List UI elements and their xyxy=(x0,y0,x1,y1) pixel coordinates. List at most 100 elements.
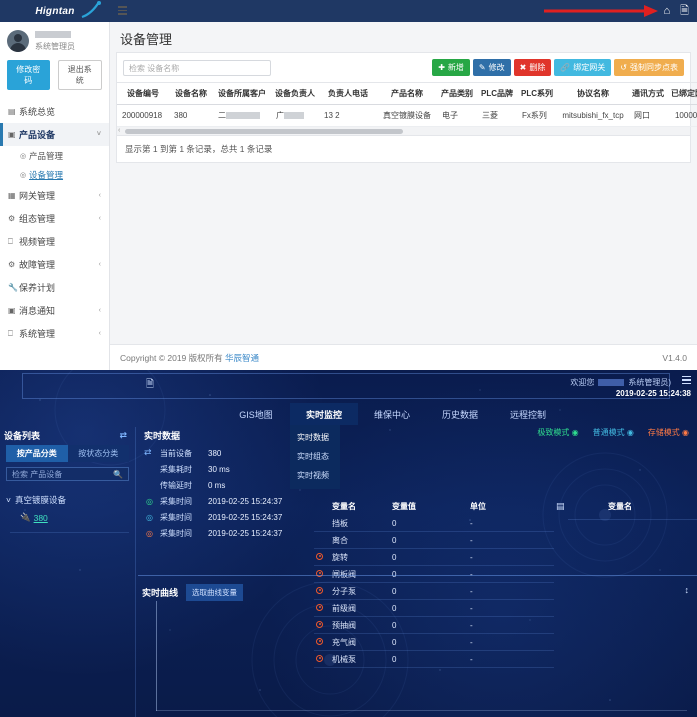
user-role: 系统管理员 xyxy=(35,42,75,51)
sidebar-item-products[interactable]: ▣ 产品设备 ˅ xyxy=(0,123,109,146)
document-icon[interactable]: 🗎 xyxy=(680,4,689,17)
var-value: 0 xyxy=(392,603,397,613)
tab-maintenance[interactable]: 维保中心 xyxy=(373,409,410,420)
led-orange-icon xyxy=(316,637,323,645)
sidebar-item-system[interactable]: ⎕ 系统管理 ‹ xyxy=(0,322,109,345)
grid-icon[interactable]: ▤ xyxy=(556,501,565,511)
col-gateway-id[interactable]: 已绑定网关ID xyxy=(667,82,697,105)
scrollbar-thumb[interactable] xyxy=(125,129,403,134)
bind-gateway-button[interactable]: 🔗 绑定网关 xyxy=(554,59,612,76)
table-row[interactable]: 200000918 380 二 广 13 2 真空镀膜设备 电子 xyxy=(117,104,697,127)
variable-row[interactable]: 充气阀 0 - xyxy=(314,634,554,651)
realtime-data-title: 实时数据 xyxy=(144,430,181,441)
col-product-type[interactable]: 产品类别 xyxy=(437,82,477,105)
app-logo[interactable]: Higntan xyxy=(0,0,110,22)
col-owner-phone[interactable]: 负责人电话 xyxy=(319,82,377,105)
delete-button[interactable]: ✖ 删除 xyxy=(513,59,552,76)
variable-row[interactable]: 旋转 0 - xyxy=(314,549,554,566)
tree-leaf-device[interactable]: 🔌 380 xyxy=(6,509,129,526)
chevron-down-icon: ˅ xyxy=(96,131,101,138)
mode-normal[interactable]: 普通模式 ◉ xyxy=(592,428,634,437)
col-device-id[interactable]: 设备编号 xyxy=(117,82,169,105)
sidebar-item-overview[interactable]: ▤ 系统总览 xyxy=(0,100,109,123)
col-protocol[interactable]: 协议名称 xyxy=(557,82,629,105)
search-icon[interactable]: 🔍 xyxy=(113,469,123,479)
var-unit: - xyxy=(470,518,473,528)
tree-node-product[interactable]: ˅ 真空镀膜设备 xyxy=(6,491,129,509)
sidebar-item-config[interactable]: ⚙ 组态管理 ‹ xyxy=(0,207,109,230)
menu-item-realtime-video[interactable]: 实时视频 xyxy=(297,471,329,480)
col-plc-series[interactable]: PLC系列 xyxy=(517,82,557,105)
var-unit: - xyxy=(470,569,473,579)
table-horizontal-scrollbar[interactable]: ‹ xyxy=(117,127,690,136)
var-unit: - xyxy=(470,603,473,613)
segment-by-status[interactable]: 按状态分类 xyxy=(67,445,129,462)
sidebar-item-device-manage[interactable]: ◎ 设备管理 xyxy=(0,165,109,184)
scada-app: 🗎 欢迎您 系统管理员) 2019-02-25 15:24:38 GIS地图 实… xyxy=(0,370,697,717)
col-product-name[interactable]: 产品名称 xyxy=(377,82,437,105)
var-value: 0 xyxy=(392,569,397,579)
var-name: 分子泵 xyxy=(314,586,392,597)
variable-row[interactable]: 机械泵 0 - xyxy=(314,651,554,668)
sidebar-item-message[interactable]: ▣ 消息通知 ‹ xyxy=(0,299,109,322)
variable-row[interactable]: 预抽阀 0 - xyxy=(314,617,554,634)
swap-icon[interactable]: ⇄ xyxy=(144,447,152,457)
segment-by-product[interactable]: 按产品分类 xyxy=(6,445,68,462)
col-device-name[interactable]: 设备名称 xyxy=(169,82,213,105)
sidebar-toggle-icon[interactable] xyxy=(118,6,127,15)
variable-row[interactable]: 闸板阀 0 - xyxy=(314,566,554,583)
led-cyan-icon: ◎ xyxy=(146,512,153,522)
logout-button[interactable]: 退出系统 xyxy=(57,60,102,90)
col-plc-brand[interactable]: PLC品牌 xyxy=(477,82,517,105)
cell-owner: 广 xyxy=(271,104,319,127)
document-icon[interactable]: 🗎 xyxy=(146,379,155,390)
circle-icon: ◎ xyxy=(20,171,27,179)
sidebar-item-video[interactable]: ⎕ 视频管理 xyxy=(0,230,109,253)
sidebar-item-maintenance[interactable]: 🔧 保养计划 xyxy=(0,276,109,299)
panel-divider xyxy=(135,427,136,717)
footer-copyright: Copyright © 2019 版权所有 华辰智通 xyxy=(120,352,259,364)
led-green-icon: ◎ xyxy=(146,496,153,506)
sidebar-item-product-manage[interactable]: ◎ 产品管理 xyxy=(0,146,109,165)
sidebar-item-fault[interactable]: ⚙ 故障管理 ‹ xyxy=(0,253,109,276)
edit-button[interactable]: ✎ 修改 xyxy=(472,59,511,76)
add-button[interactable]: ✚ 新增 xyxy=(432,59,470,76)
change-password-button[interactable]: 修改密码 xyxy=(7,60,50,90)
menu-item-realtime-config[interactable]: 实时组态 xyxy=(297,452,329,461)
menu-icon[interactable] xyxy=(682,376,691,385)
col-customer[interactable]: 设备所属客户 xyxy=(213,82,271,105)
info-collect-duration: 采集耗时 30 ms xyxy=(138,461,697,477)
footer-company-link[interactable]: 华辰智通 xyxy=(225,352,260,363)
variable-row[interactable]: 离合 0 - xyxy=(314,532,554,549)
led-orange-icon xyxy=(316,603,323,611)
search-input[interactable]: 检索 设备名称 xyxy=(123,59,271,76)
select-curve-variables-button[interactable]: 选取曲线变量 xyxy=(186,584,244,601)
variable-row[interactable]: 挡板 0 - xyxy=(314,515,554,532)
tab-realtime-monitor[interactable]: 实时监控 xyxy=(290,403,358,425)
col-comm-type[interactable]: 通讯方式 xyxy=(629,82,667,105)
variable-row[interactable]: 前级阀 0 - xyxy=(314,600,554,617)
force-sync-button[interactable]: ↺ 强制同步点表 xyxy=(614,59,684,76)
tab-history[interactable]: 历史数据 xyxy=(441,409,478,420)
expand-icon[interactable]: ↕ xyxy=(684,585,690,595)
scroll-left-icon[interactable]: ‹ xyxy=(118,127,121,134)
tab-remote-control[interactable]: 远程控制 xyxy=(509,409,546,420)
menu-item-realtime-data[interactable]: 实时数据 xyxy=(297,433,329,442)
logo-text: Higntan xyxy=(35,5,75,17)
sidebar-item-gateway[interactable]: ▦ 网关管理 ‹ xyxy=(0,184,109,207)
tab-gis-map[interactable]: GIS地图 xyxy=(239,409,273,420)
table-header-row: 设备编号 设备名称 设备所属客户 设备负责人 负责人电话 产品名称 产品类别 P… xyxy=(117,82,697,105)
home-icon[interactable]: ⌂ xyxy=(663,4,671,17)
cell-product-name: 真空镀膜设备 xyxy=(377,104,437,127)
device-search-input[interactable]: 检索 产品设备 🔍 xyxy=(6,467,129,481)
curve-header: 实时曲线 选取曲线变量 xyxy=(138,584,697,601)
col-owner[interactable]: 设备负责人 xyxy=(271,82,319,105)
variable-row[interactable]: 分子泵 0 - xyxy=(314,583,554,600)
mode-extreme[interactable]: 极致模式 ◉ xyxy=(537,428,579,437)
sidebar-item-label: 保养计划 xyxy=(19,283,56,293)
var-name-text: 预抽阀 xyxy=(332,620,356,630)
realtime-dropdown-menu: 实时数据 实时组态 实时视频 xyxy=(290,425,340,489)
mode-storage[interactable]: 存储模式 ◉ xyxy=(647,428,689,437)
collapse-toggle-icon[interactable]: ⇄ xyxy=(119,429,127,440)
info-value: 2019-02-25 15:24:37 xyxy=(208,496,283,506)
